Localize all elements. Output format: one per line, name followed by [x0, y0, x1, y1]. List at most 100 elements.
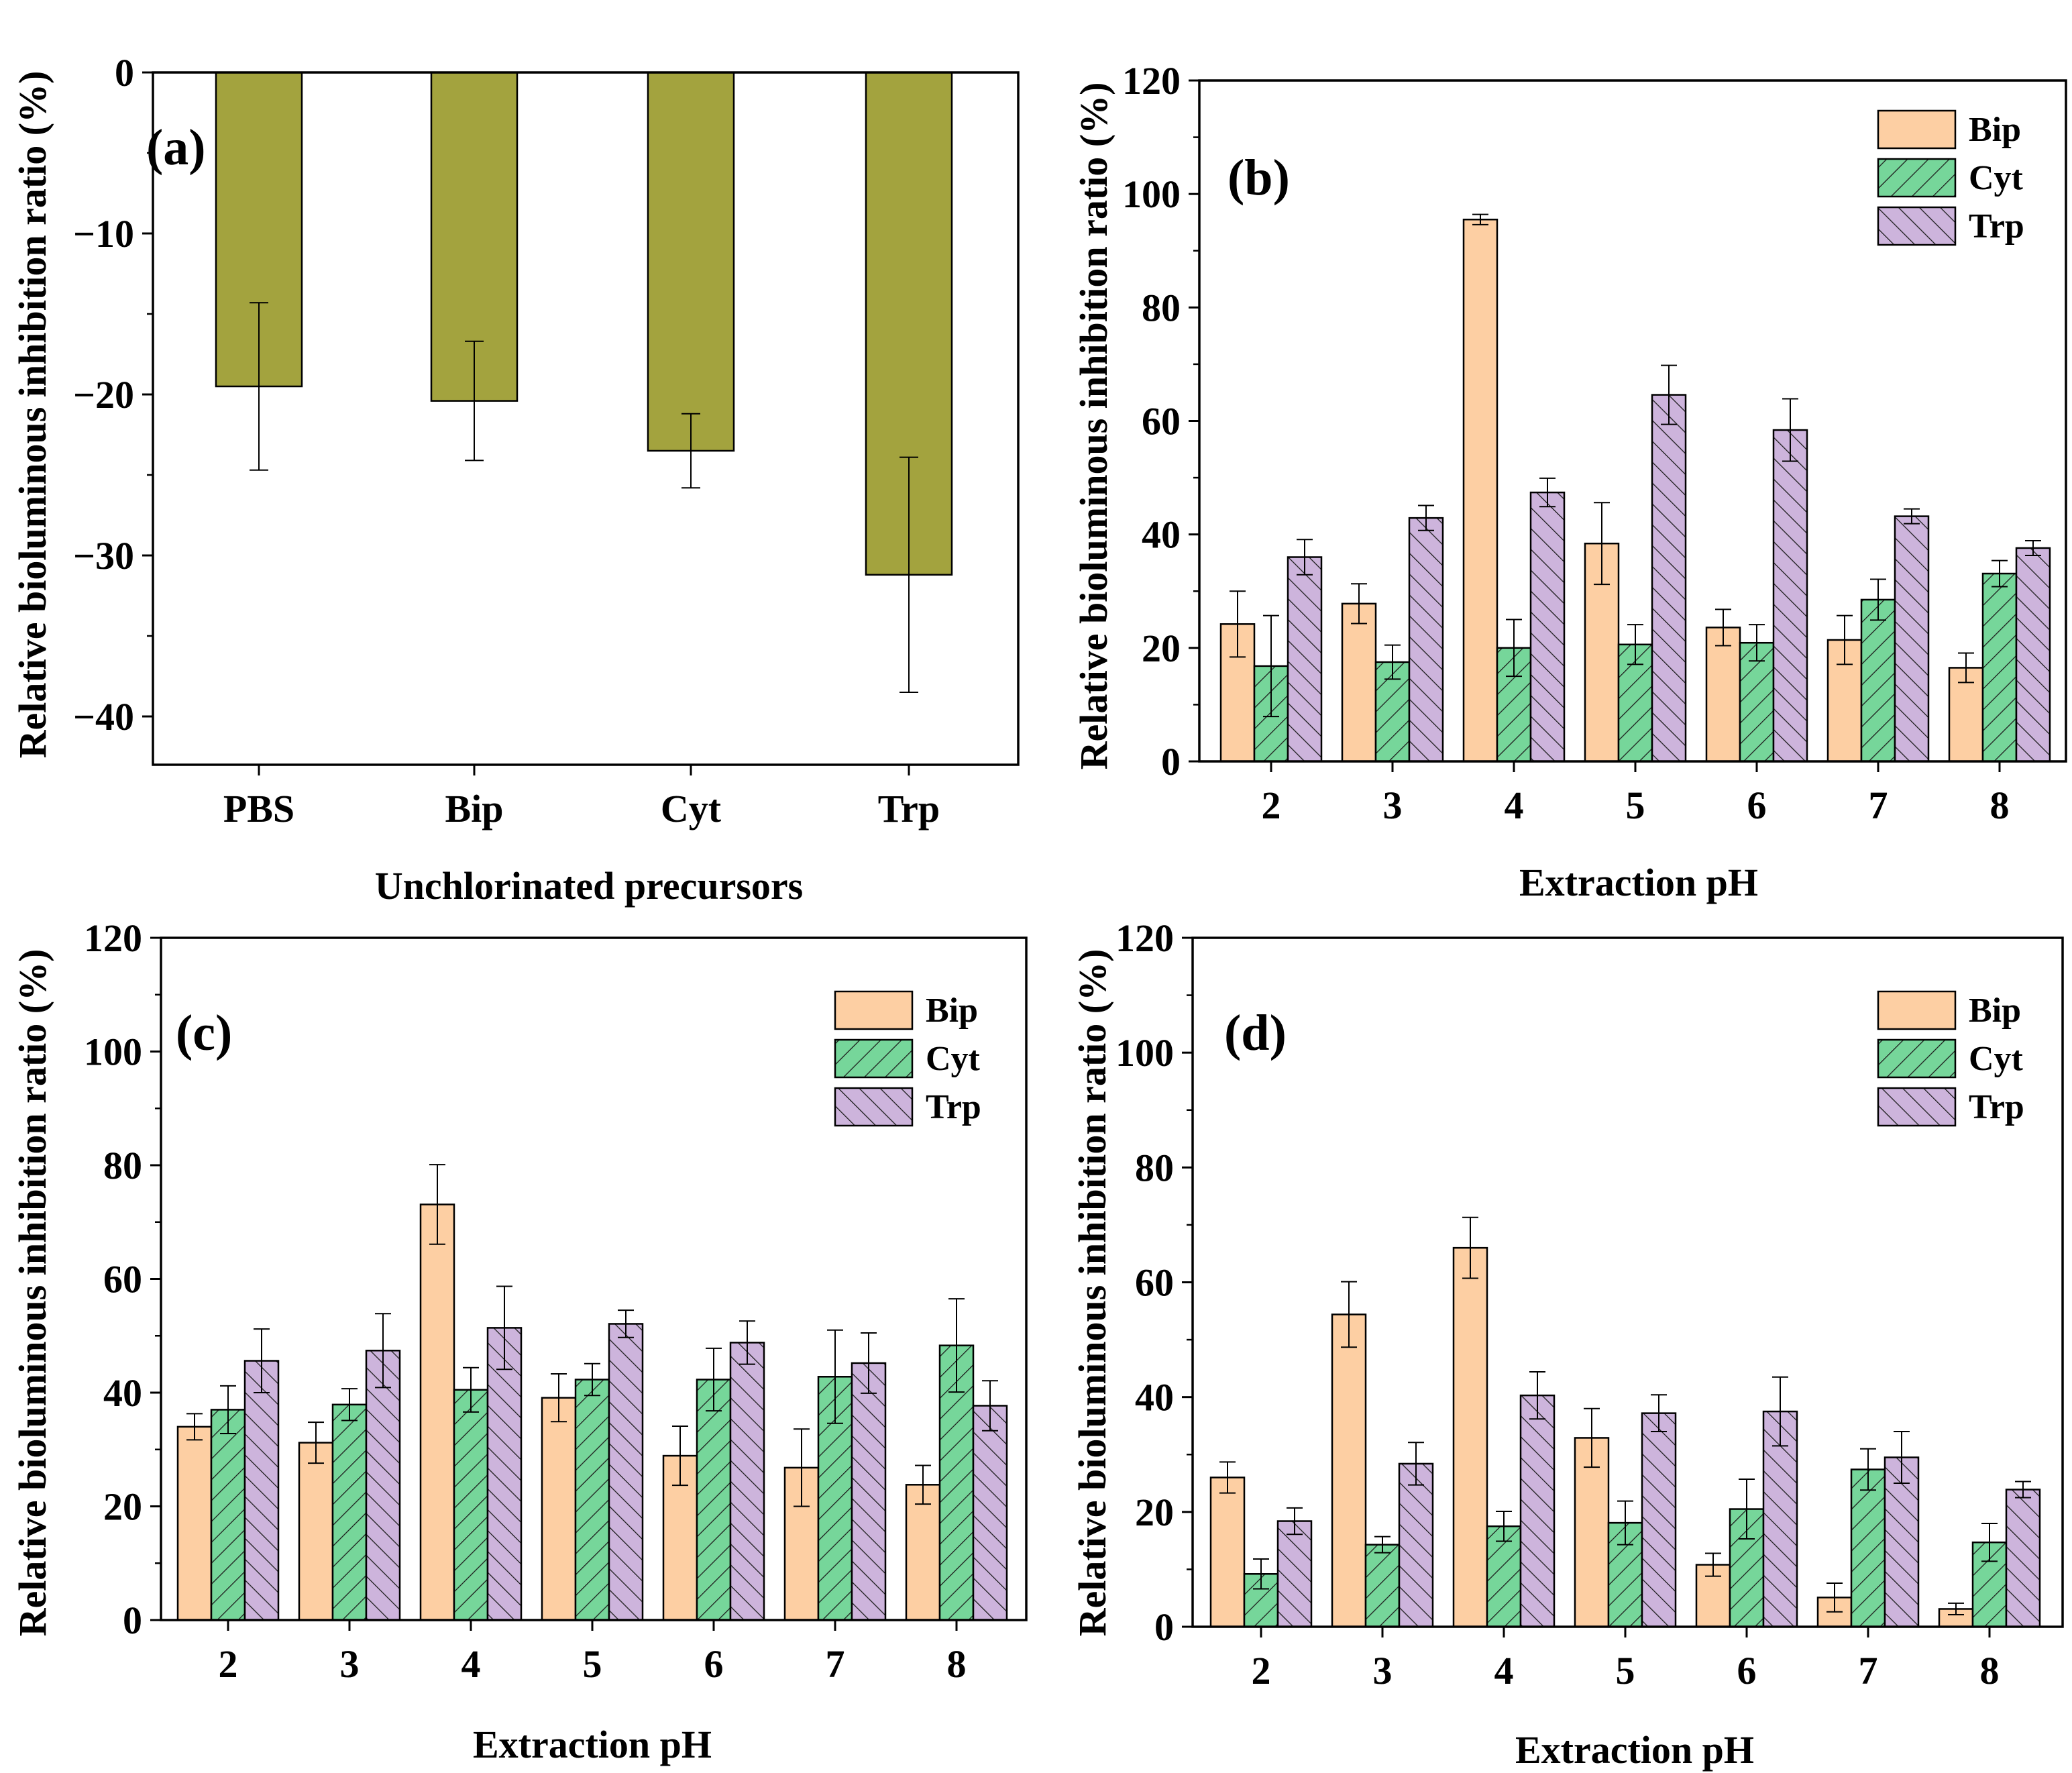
x-tick-label: 8 — [1980, 1649, 2000, 1693]
bar-cyt-ph8 — [1981, 572, 2018, 763]
x-tick-label: 7 — [826, 1642, 845, 1686]
x-tick-label: 2 — [1252, 1649, 1271, 1693]
panel-b-y-axis-title: Relative bioluminous inhibition ratio (%… — [1072, 83, 1115, 770]
error-bar-bip-ph6 — [672, 1426, 688, 1487]
error-bar-bip-ph8 — [915, 1464, 931, 1505]
x-tick-label: 6 — [704, 1642, 724, 1686]
panel-b-legend: Bip Cyt Trp — [1877, 109, 2024, 246]
x-tick-label: Cyt — [661, 787, 722, 830]
error-bar-trp-ph7 — [861, 1332, 877, 1394]
y-tick-label: −10 — [73, 212, 134, 256]
error-bar-bip-ph7 — [1826, 1582, 1843, 1613]
bar-trp-ph7 — [851, 1362, 887, 1621]
panel-c-label: (c) — [176, 1005, 232, 1061]
error-bar-cyt-ph2 — [220, 1385, 236, 1435]
error-bar-trp-ph6 — [739, 1320, 755, 1365]
bar-trp-ph8 — [2005, 1489, 2041, 1628]
error-bar-trp-ph7 — [1904, 508, 1920, 525]
bar-cyt-ph8 — [938, 1344, 975, 1621]
panel-d-y-axis-title: Relative bioluminous inhibition ratio (%… — [1071, 949, 1114, 1637]
error-bar-trp-ph6 — [1772, 1376, 1788, 1447]
error-bar-cyt-ph6 — [706, 1347, 722, 1412]
error-bar-trp-ph8 — [2025, 539, 2041, 556]
panel-c-x-axis-title: Extraction pH — [473, 1723, 712, 1766]
y-tick-label: 60 — [103, 1258, 142, 1301]
bar-bip-ph4 — [1452, 1246, 1488, 1628]
error-bar-pbs — [250, 302, 268, 471]
error-bar-cyt-ph6 — [1749, 624, 1765, 662]
x-tick-label: 5 — [1626, 784, 1645, 827]
x-tick-label: Trp — [878, 787, 940, 830]
panel-c: (c) Extraction pH Relative bioluminous i… — [11, 916, 1028, 1766]
legend-label-trp: Trp — [1969, 1088, 2024, 1126]
bar-trp-ph3 — [1398, 1462, 1434, 1628]
panel-b-label: (b) — [1228, 150, 1290, 206]
error-bar-cyt-ph7 — [827, 1329, 843, 1424]
y-tick-label: 0 — [123, 1599, 142, 1642]
error-bar-bip-ph4 — [429, 1164, 445, 1245]
y-tick-label: 100 — [84, 1030, 142, 1074]
x-tick-label: PBS — [223, 787, 294, 830]
panel-c-legend: Bip Cyt Trp — [834, 990, 981, 1127]
x-tick-label: 2 — [219, 1642, 238, 1686]
bar-cyt-ph3 — [1364, 1544, 1401, 1628]
x-tick-label: Bip — [445, 787, 503, 830]
x-tick-label: 6 — [1737, 1649, 1757, 1693]
x-tick-label: 4 — [1494, 1649, 1514, 1693]
error-bar-trp-ph5 — [618, 1309, 634, 1338]
error-bar-trp-ph8 — [982, 1380, 998, 1432]
bar-trp-ph8 — [972, 1405, 1008, 1621]
y-tick-label: 40 — [103, 1371, 142, 1415]
y-tick-label: −20 — [73, 373, 134, 417]
bar-trp-ph4 — [486, 1327, 523, 1621]
bar-cyt-ph7 — [1860, 598, 1896, 763]
error-bar-cyt-ph8 — [1992, 559, 2008, 588]
error-bar-bip-ph2 — [1219, 1461, 1236, 1494]
bar-trp-ph2 — [1287, 556, 1323, 763]
error-bar-trp-ph2 — [1297, 539, 1313, 576]
bar-cyt-ph4 — [453, 1389, 489, 1621]
bar-trp-ph8 — [2015, 547, 2051, 763]
y-tick-label: 100 — [1115, 1031, 1174, 1075]
y-tick-label: 80 — [103, 1144, 142, 1187]
error-bar-trp-ph8 — [2015, 1481, 2031, 1499]
bar-trp-ph2 — [243, 1360, 280, 1621]
panel-d-label: (d) — [1224, 1005, 1287, 1061]
y-tick-label: 20 — [1135, 1491, 1174, 1534]
x-tick-label: 4 — [461, 1642, 481, 1686]
bar-bip-ph2 — [176, 1426, 213, 1621]
bar-trp-ph6 — [1772, 429, 1808, 763]
bar-bip-ph2 — [1209, 1476, 1246, 1628]
error-bar-cyt-ph4 — [1506, 619, 1522, 678]
error-bar-cyt-ph7 — [1870, 578, 1886, 621]
error-bar-trp — [899, 456, 918, 693]
x-tick-label: 3 — [1383, 784, 1403, 827]
error-bar-bip — [465, 340, 484, 462]
y-tick-label: 120 — [84, 916, 142, 960]
y-tick-label: 80 — [1135, 1146, 1174, 1189]
x-tick-label: 2 — [1262, 784, 1281, 827]
error-bar-bip-ph8 — [1948, 1602, 1964, 1616]
error-bar-cyt-ph8 — [1981, 1522, 1998, 1562]
panel-d-axes-frame — [1191, 936, 2064, 1628]
bar-trp-ph4 — [1529, 491, 1566, 763]
y-tick-label: 80 — [1142, 286, 1181, 329]
panel-c-y-axis-title: Relative bioluminous inhibition ratio (%… — [11, 949, 54, 1637]
bar-cyt-ph3 — [331, 1403, 368, 1621]
legend-label-cyt: Cyt — [1969, 1040, 2024, 1078]
legend-swatch-trp — [1877, 206, 1957, 246]
error-bar-trp-ph4 — [496, 1285, 512, 1371]
bar-cyt-ph2 — [210, 1409, 246, 1621]
legend-swatch-cyt — [1877, 158, 1957, 198]
bar-trp-ph3 — [365, 1350, 401, 1621]
legend-label-trp: Trp — [926, 1088, 981, 1126]
error-bar-trp-ph5 — [1661, 364, 1677, 425]
error-bar-bip-ph6 — [1705, 1552, 1721, 1577]
y-tick-label: 120 — [1122, 59, 1181, 103]
panel-a-label: (a) — [146, 119, 206, 176]
error-bar-bip-ph5 — [551, 1373, 567, 1423]
bar-trp-ph6 — [729, 1342, 765, 1621]
legend-swatch-bip — [1877, 990, 1957, 1030]
bar-bip-ph8 — [905, 1484, 941, 1621]
